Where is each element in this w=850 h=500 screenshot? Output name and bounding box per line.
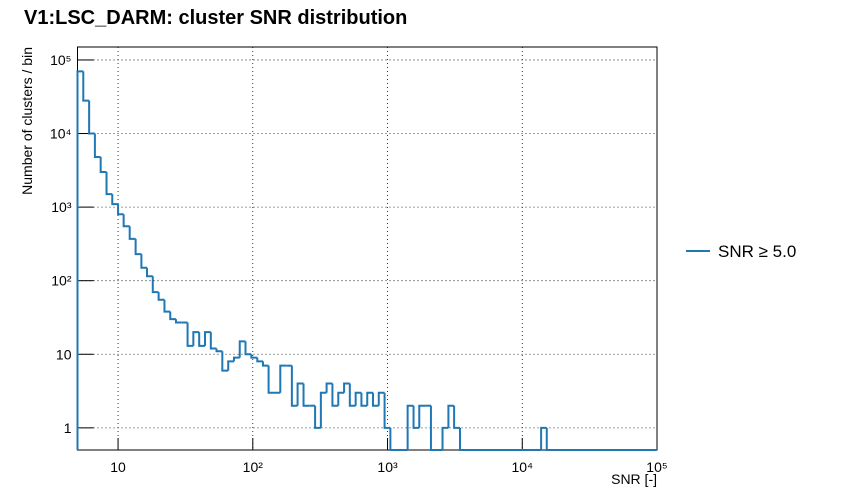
- histogram-bin: [117, 204, 124, 216]
- histogram-bin: [146, 267, 153, 278]
- histogram-bin: [82, 71, 90, 102]
- histogram-bin: [383, 392, 391, 429]
- histogram-bin: [337, 391, 345, 406]
- histogram-bin: [429, 405, 437, 451]
- histogram-bin: [360, 392, 368, 407]
- histogram-bin: [111, 194, 119, 206]
- y-tick-label: 10³: [51, 199, 72, 215]
- histogram-bin: [447, 404, 455, 428]
- histogram-bin: [389, 427, 397, 451]
- histogram-bin: [174, 319, 182, 324]
- histogram-bin: [198, 332, 206, 347]
- histogram-bin: [261, 361, 269, 367]
- histogram-bin: [209, 332, 217, 350]
- y-tick-label: 10⁴: [50, 126, 72, 142]
- histogram-bin: [134, 238, 142, 256]
- histogram-bin: [406, 404, 414, 450]
- histogram-bin: [151, 276, 159, 294]
- y-tick-label: 10: [56, 346, 72, 362]
- histogram-bin: [348, 383, 356, 407]
- y-axis-label: Number of clusters / bin: [19, 47, 35, 195]
- histogram-bin: [418, 404, 426, 428]
- histogram-bin: [93, 133, 101, 158]
- histogram-bin: [88, 100, 95, 135]
- y-tick-label: 10⁵: [50, 52, 71, 68]
- histogram-bin: [441, 426, 449, 450]
- histogram-bin: [279, 364, 287, 393]
- histogram-bin: [227, 360, 234, 371]
- histogram-bin: [302, 383, 310, 407]
- histogram-bin: [128, 226, 136, 240]
- histogram-bin: [204, 331, 211, 346]
- histogram-bin: [169, 311, 176, 321]
- x-tick-label: 10: [110, 459, 126, 475]
- histogram-bin: [366, 391, 373, 406]
- legend-label: SNR ≥ 5.0: [718, 242, 796, 261]
- y-tick-label: 1: [64, 420, 72, 436]
- histogram-bin: [215, 348, 223, 353]
- histogram-bin: [377, 391, 385, 406]
- histogram-bin: [232, 356, 240, 362]
- histogram-bin: [99, 156, 107, 174]
- histogram-bin: [122, 214, 130, 228]
- histogram-bin: [192, 331, 200, 346]
- histogram-bin: [105, 172, 113, 196]
- histogram-bin: [331, 383, 339, 407]
- histogram-bin: [290, 365, 298, 407]
- histogram-bin: [267, 365, 275, 394]
- histogram-bin: [76, 70, 84, 450]
- histogram-bin: [140, 254, 148, 269]
- histogram-bin: [540, 426, 547, 450]
- x-axis-label: SNR [-]: [611, 471, 657, 487]
- histogram-bin: [453, 405, 460, 429]
- histogram-bin: [354, 391, 362, 406]
- histogram-bin: [314, 405, 321, 429]
- histogram-bin: [163, 299, 171, 313]
- x-tick-label: 10⁵: [646, 459, 667, 475]
- histogram-bin: [250, 354, 258, 359]
- histogram-bin: [186, 322, 194, 347]
- histogram-bin: [545, 427, 553, 451]
- histogram-bin: [319, 391, 327, 428]
- histogram-bin: [296, 382, 304, 406]
- histogram-bin: [325, 382, 333, 393]
- histogram-bin: [256, 357, 263, 363]
- plot-frame: [77, 46, 658, 451]
- chart-title: V1:LSC_DARM: cluster SNR distribution: [24, 7, 407, 29]
- histogram-bin: [244, 341, 252, 356]
- histogram-bin: [371, 392, 379, 407]
- y-tick-label: 10²: [51, 273, 72, 289]
- histogram-bin: [238, 340, 246, 358]
- histogram-bin: [412, 405, 420, 429]
- x-tick-label: 10⁴: [511, 459, 533, 475]
- histogram-bin: [458, 427, 466, 451]
- histogram-bin: [157, 292, 165, 301]
- x-tick-label: 10²: [243, 459, 264, 475]
- histogram-bin: [343, 382, 350, 393]
- histogram-bin: [221, 351, 229, 372]
- x-tick-label: 10³: [377, 459, 398, 475]
